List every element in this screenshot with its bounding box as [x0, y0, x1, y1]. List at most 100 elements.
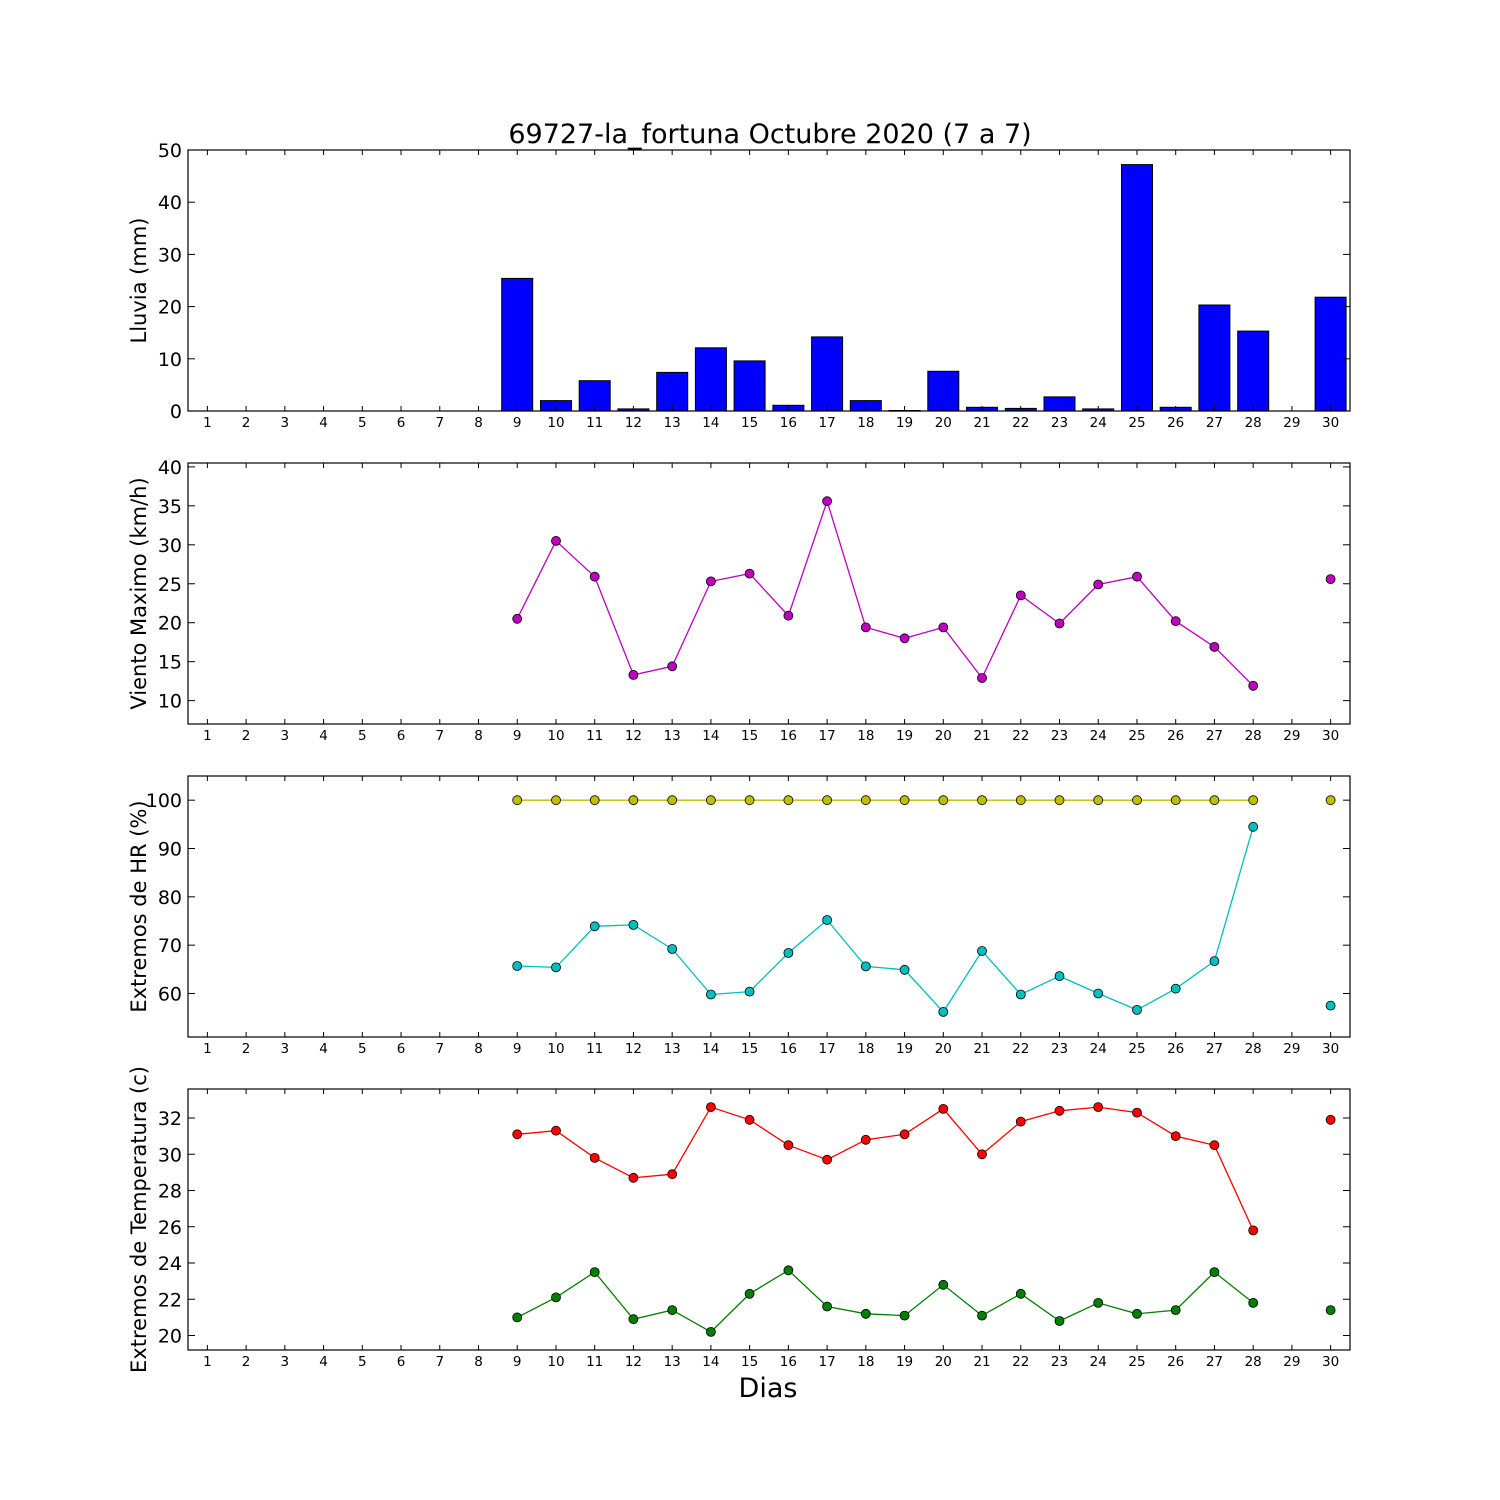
temperatura-xtick-label: 4: [319, 1354, 328, 1370]
temperatura-xtick-label: 24: [1090, 1354, 1107, 1370]
hr-xtick-label: 3: [281, 1041, 290, 1057]
hr-point-13: [667, 944, 678, 954]
viento-point-30: [1325, 574, 1336, 584]
temperatura-xtick-label: 14: [702, 1354, 719, 1370]
hr-point-26: [1170, 795, 1181, 806]
viento-ytick-label: 25: [158, 574, 182, 596]
hr-xtick-label: 8: [474, 1041, 483, 1057]
temperatura-xtick-label: 9: [513, 1354, 522, 1370]
temperatura-y-axis-label: Extremos de Temperatura (c): [127, 1066, 151, 1373]
lluvia-xtick-label: 4: [319, 415, 328, 431]
temperatura-point-27: [1209, 1140, 1220, 1151]
lluvia-xtick-label: 21: [973, 415, 990, 431]
viento-xtick-label: 7: [435, 728, 444, 744]
viento-point-28: [1248, 680, 1259, 691]
viento-point-15: [744, 568, 755, 579]
viento-ytick-label: 15: [158, 652, 182, 674]
viento-series-1: [512, 496, 1336, 691]
viento-point-21: [977, 673, 987, 683]
viento-point-12: [628, 670, 639, 680]
viento-point-10: [551, 536, 561, 546]
viento-point-22: [1015, 590, 1026, 601]
viento-point-17: [822, 496, 832, 507]
temperatura-xtick-label: 13: [664, 1354, 681, 1370]
viento-ytick-label: 20: [158, 613, 182, 635]
hr-point-16: [783, 948, 794, 958]
lluvia-xtick-label: 26: [1167, 415, 1184, 431]
hr-point-30: [1325, 1000, 1336, 1011]
temperatura-point-17: [822, 1154, 832, 1165]
hr-xtick-label: 27: [1206, 1041, 1223, 1057]
temperatura-ytick-label: 32: [158, 1108, 182, 1130]
viento-point-13: [667, 661, 678, 672]
viento-xtick-label: 28: [1245, 728, 1262, 744]
lluvia-xtick-label: 9: [513, 415, 522, 431]
hr-xtick-label: 1: [203, 1041, 212, 1057]
hr-point-12: [628, 795, 639, 806]
hr-point-11: [589, 921, 600, 932]
hr-point-11: [589, 795, 600, 806]
viento-data: [512, 496, 1336, 691]
hr-xtick-label: 23: [1051, 1041, 1068, 1057]
hr-ytick-label: 70: [158, 935, 182, 957]
viento-xtick-label: 20: [935, 728, 952, 744]
temperatura-point-25: [1132, 1308, 1142, 1319]
temperatura-point-9: [512, 1312, 523, 1323]
x-axis-label: Dias: [739, 1373, 798, 1404]
hr-point-21: [977, 795, 987, 806]
hr-xtick-label: 25: [1128, 1041, 1145, 1057]
temperatura-xtick-label: 30: [1322, 1354, 1339, 1370]
lluvia-ytick-label: 20: [158, 297, 182, 319]
temperatura-series-1: [512, 1102, 1336, 1236]
viento-xtick-label: 24: [1090, 728, 1107, 744]
temperatura-xtick-label: 25: [1128, 1354, 1145, 1370]
viento-xtick-label: 15: [741, 728, 758, 744]
hr-point-27: [1209, 956, 1220, 966]
lluvia-bar-20: [927, 370, 960, 412]
viento-xtick-label: 8: [474, 728, 483, 744]
temperatura-point-15: [744, 1114, 755, 1125]
hr-ytick-label: 90: [158, 839, 182, 861]
lluvia-xtick-label: 13: [664, 415, 681, 431]
lluvia-xtick-label: 28: [1245, 415, 1262, 431]
hr-point-22: [1015, 989, 1026, 1000]
viento-series-1-line: [516, 499, 1254, 687]
lluvia-bar-17: [811, 336, 844, 412]
viento-frame: [187, 462, 1351, 725]
lluvia-xtick-label: 17: [819, 415, 836, 431]
lluvia-xtick-label: 6: [397, 415, 406, 431]
temperatura-xtick-label: 27: [1206, 1354, 1223, 1370]
hr-point-17: [822, 795, 832, 806]
temperatura-xtick-label: 26: [1167, 1354, 1184, 1370]
lluvia-ytick-label: 30: [158, 244, 182, 266]
temperatura-xtick-label: 3: [281, 1354, 290, 1370]
viento-xtick-label: 18: [857, 728, 874, 744]
hr-xtick-label: 13: [664, 1041, 681, 1057]
lluvia-ytick-label: 50: [158, 140, 182, 162]
hr-xtick-label: 20: [935, 1041, 952, 1057]
viento-xtick-label: 6: [397, 728, 406, 744]
viento-xtick-label: 11: [586, 728, 603, 744]
viento-xtick-label: 22: [1012, 728, 1029, 744]
temperatura-point-12: [628, 1172, 639, 1183]
viento-ytick-label: 10: [158, 691, 182, 713]
temperatura-series-2: [512, 1265, 1336, 1337]
hr-point-16: [783, 795, 794, 806]
hr-point-28: [1248, 821, 1259, 832]
hr-point-24: [1093, 988, 1104, 999]
hr-point-24: [1093, 795, 1104, 806]
temperatura-xtick-label: 29: [1283, 1354, 1300, 1370]
hr-point-28: [1248, 795, 1259, 806]
hr-xtick-label: 15: [741, 1041, 758, 1057]
hr-point-12: [628, 920, 639, 930]
temperatura-point-11: [589, 1153, 600, 1163]
lluvia-bar-14: [694, 347, 727, 412]
hr-xtick-label: 16: [780, 1041, 797, 1057]
temperatura-xtick-label: 1: [203, 1354, 212, 1370]
temperatura-point-10: [551, 1125, 561, 1136]
temperatura-series-1-line: [517, 1106, 1254, 1231]
hr-xtick-label: 2: [242, 1041, 251, 1057]
